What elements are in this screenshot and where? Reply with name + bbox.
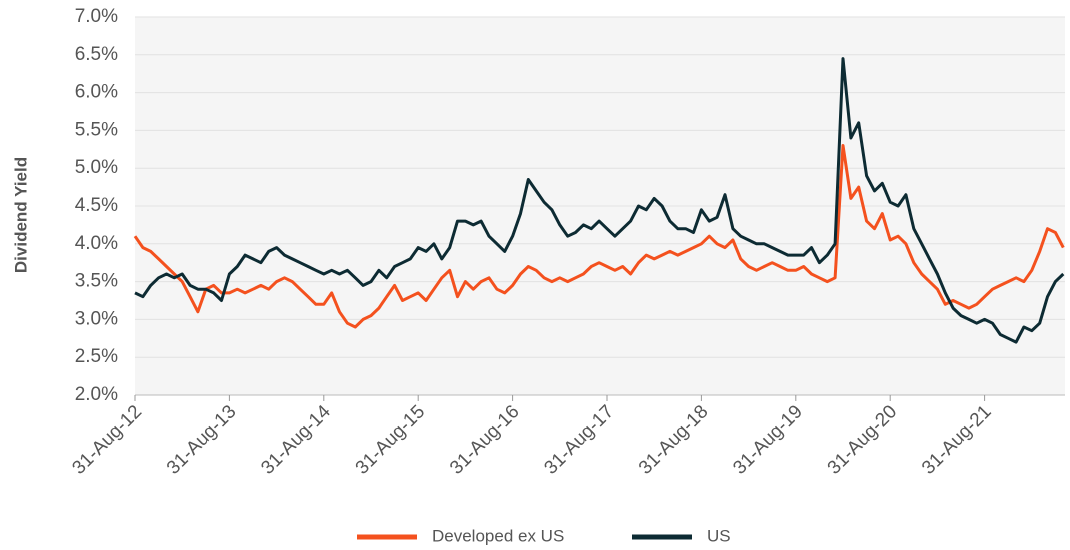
x-tick-label: 31-Aug-16 — [446, 401, 524, 479]
y-axis-label: Dividend Yield — [11, 157, 30, 273]
x-tick-label: 31-Aug-12 — [68, 401, 146, 479]
x-tick-label: 31-Aug-13 — [163, 401, 241, 479]
y-tick-label: 5.0% — [75, 157, 118, 178]
x-tick-label: 31-Aug-20 — [824, 401, 902, 479]
y-tick-label: 3.5% — [75, 271, 118, 292]
x-tick-label: 31-Aug-14 — [257, 401, 335, 479]
y-tick-label: 4.0% — [75, 233, 118, 254]
y-tick-label: 2.0% — [75, 384, 118, 405]
y-tick-label: 3.0% — [75, 308, 118, 329]
series-line — [134, 57, 1065, 344]
x-tick-label: 31-Aug-15 — [352, 401, 430, 479]
y-tick-label: 6.0% — [75, 82, 118, 103]
y-tick-label: 2.5% — [75, 346, 118, 367]
y-tick-label: 7.0% — [75, 6, 118, 27]
y-tick-label: 5.5% — [75, 119, 118, 140]
x-tick-label: 31-Aug-21 — [918, 401, 996, 479]
legend-label: US — [707, 526, 731, 545]
x-tick-label: 31-Aug-17 — [540, 401, 618, 479]
series-line — [133, 144, 1065, 329]
x-tick-label: 31-Aug-18 — [635, 401, 713, 479]
legend-label: Developed ex US — [432, 526, 564, 545]
y-tick-label: 6.5% — [75, 44, 118, 65]
x-tick-label: 31-Aug-19 — [729, 401, 807, 479]
y-tick-label: 4.5% — [75, 195, 118, 216]
